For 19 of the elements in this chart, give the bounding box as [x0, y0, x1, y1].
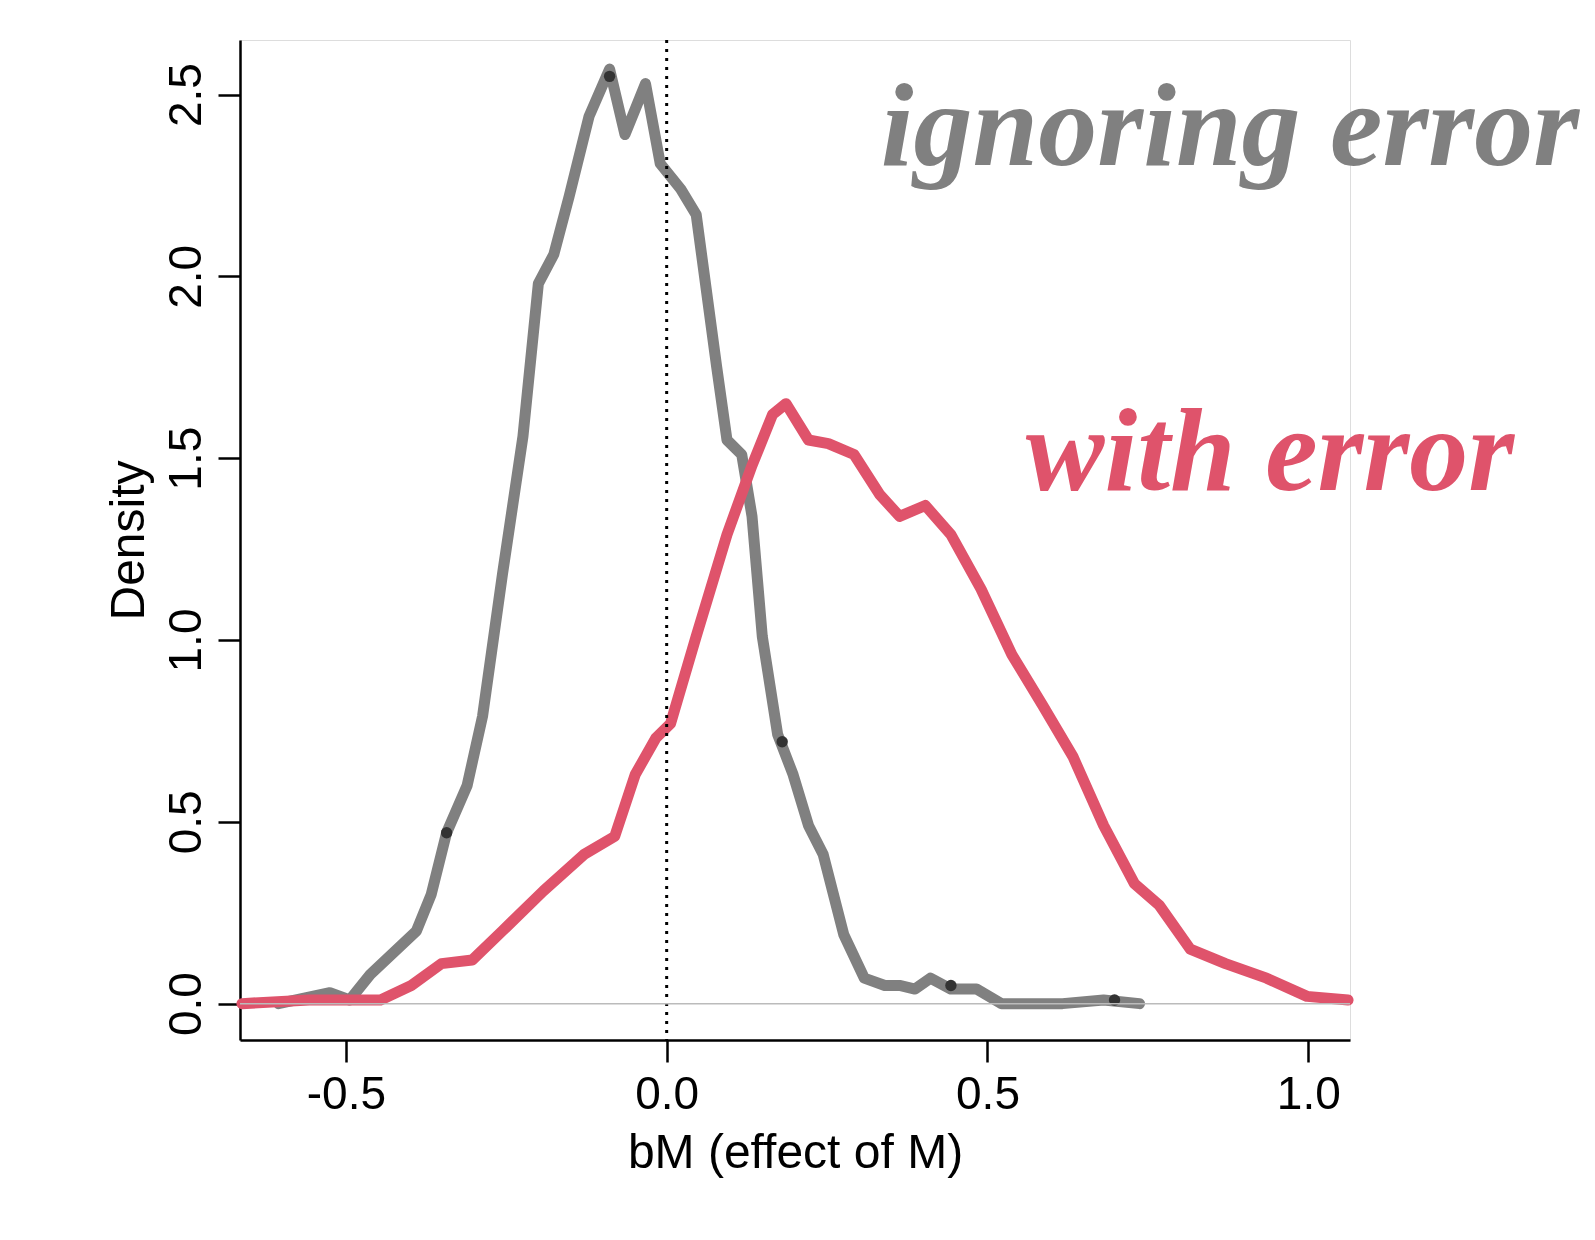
- point: [440, 827, 453, 839]
- x-tick-label: 0.0: [635, 1066, 700, 1119]
- y-axis-title: Density: [100, 460, 154, 621]
- series-label: ignoring error: [880, 60, 1581, 191]
- point: [945, 979, 957, 992]
- y-tick-label: 1.0: [158, 608, 211, 673]
- point: [776, 736, 788, 748]
- point: [1108, 994, 1121, 1006]
- x-tick-label: -0.5: [306, 1066, 386, 1119]
- y-tick-label: 2.0: [158, 244, 211, 309]
- y-tick-label: 2.5: [158, 63, 211, 128]
- y-tick-label: 0.5: [158, 790, 211, 855]
- point: [603, 70, 616, 83]
- x-axis-title: bM (effect of M): [627, 1124, 964, 1178]
- y-tick-label: 1.5: [158, 426, 211, 491]
- x-tick-label: 1.0: [1276, 1066, 1341, 1119]
- series-label: with error: [1025, 385, 1516, 516]
- x-tick-label: 0.5: [956, 1066, 1020, 1119]
- y-tick-label: 0.0: [158, 972, 211, 1037]
